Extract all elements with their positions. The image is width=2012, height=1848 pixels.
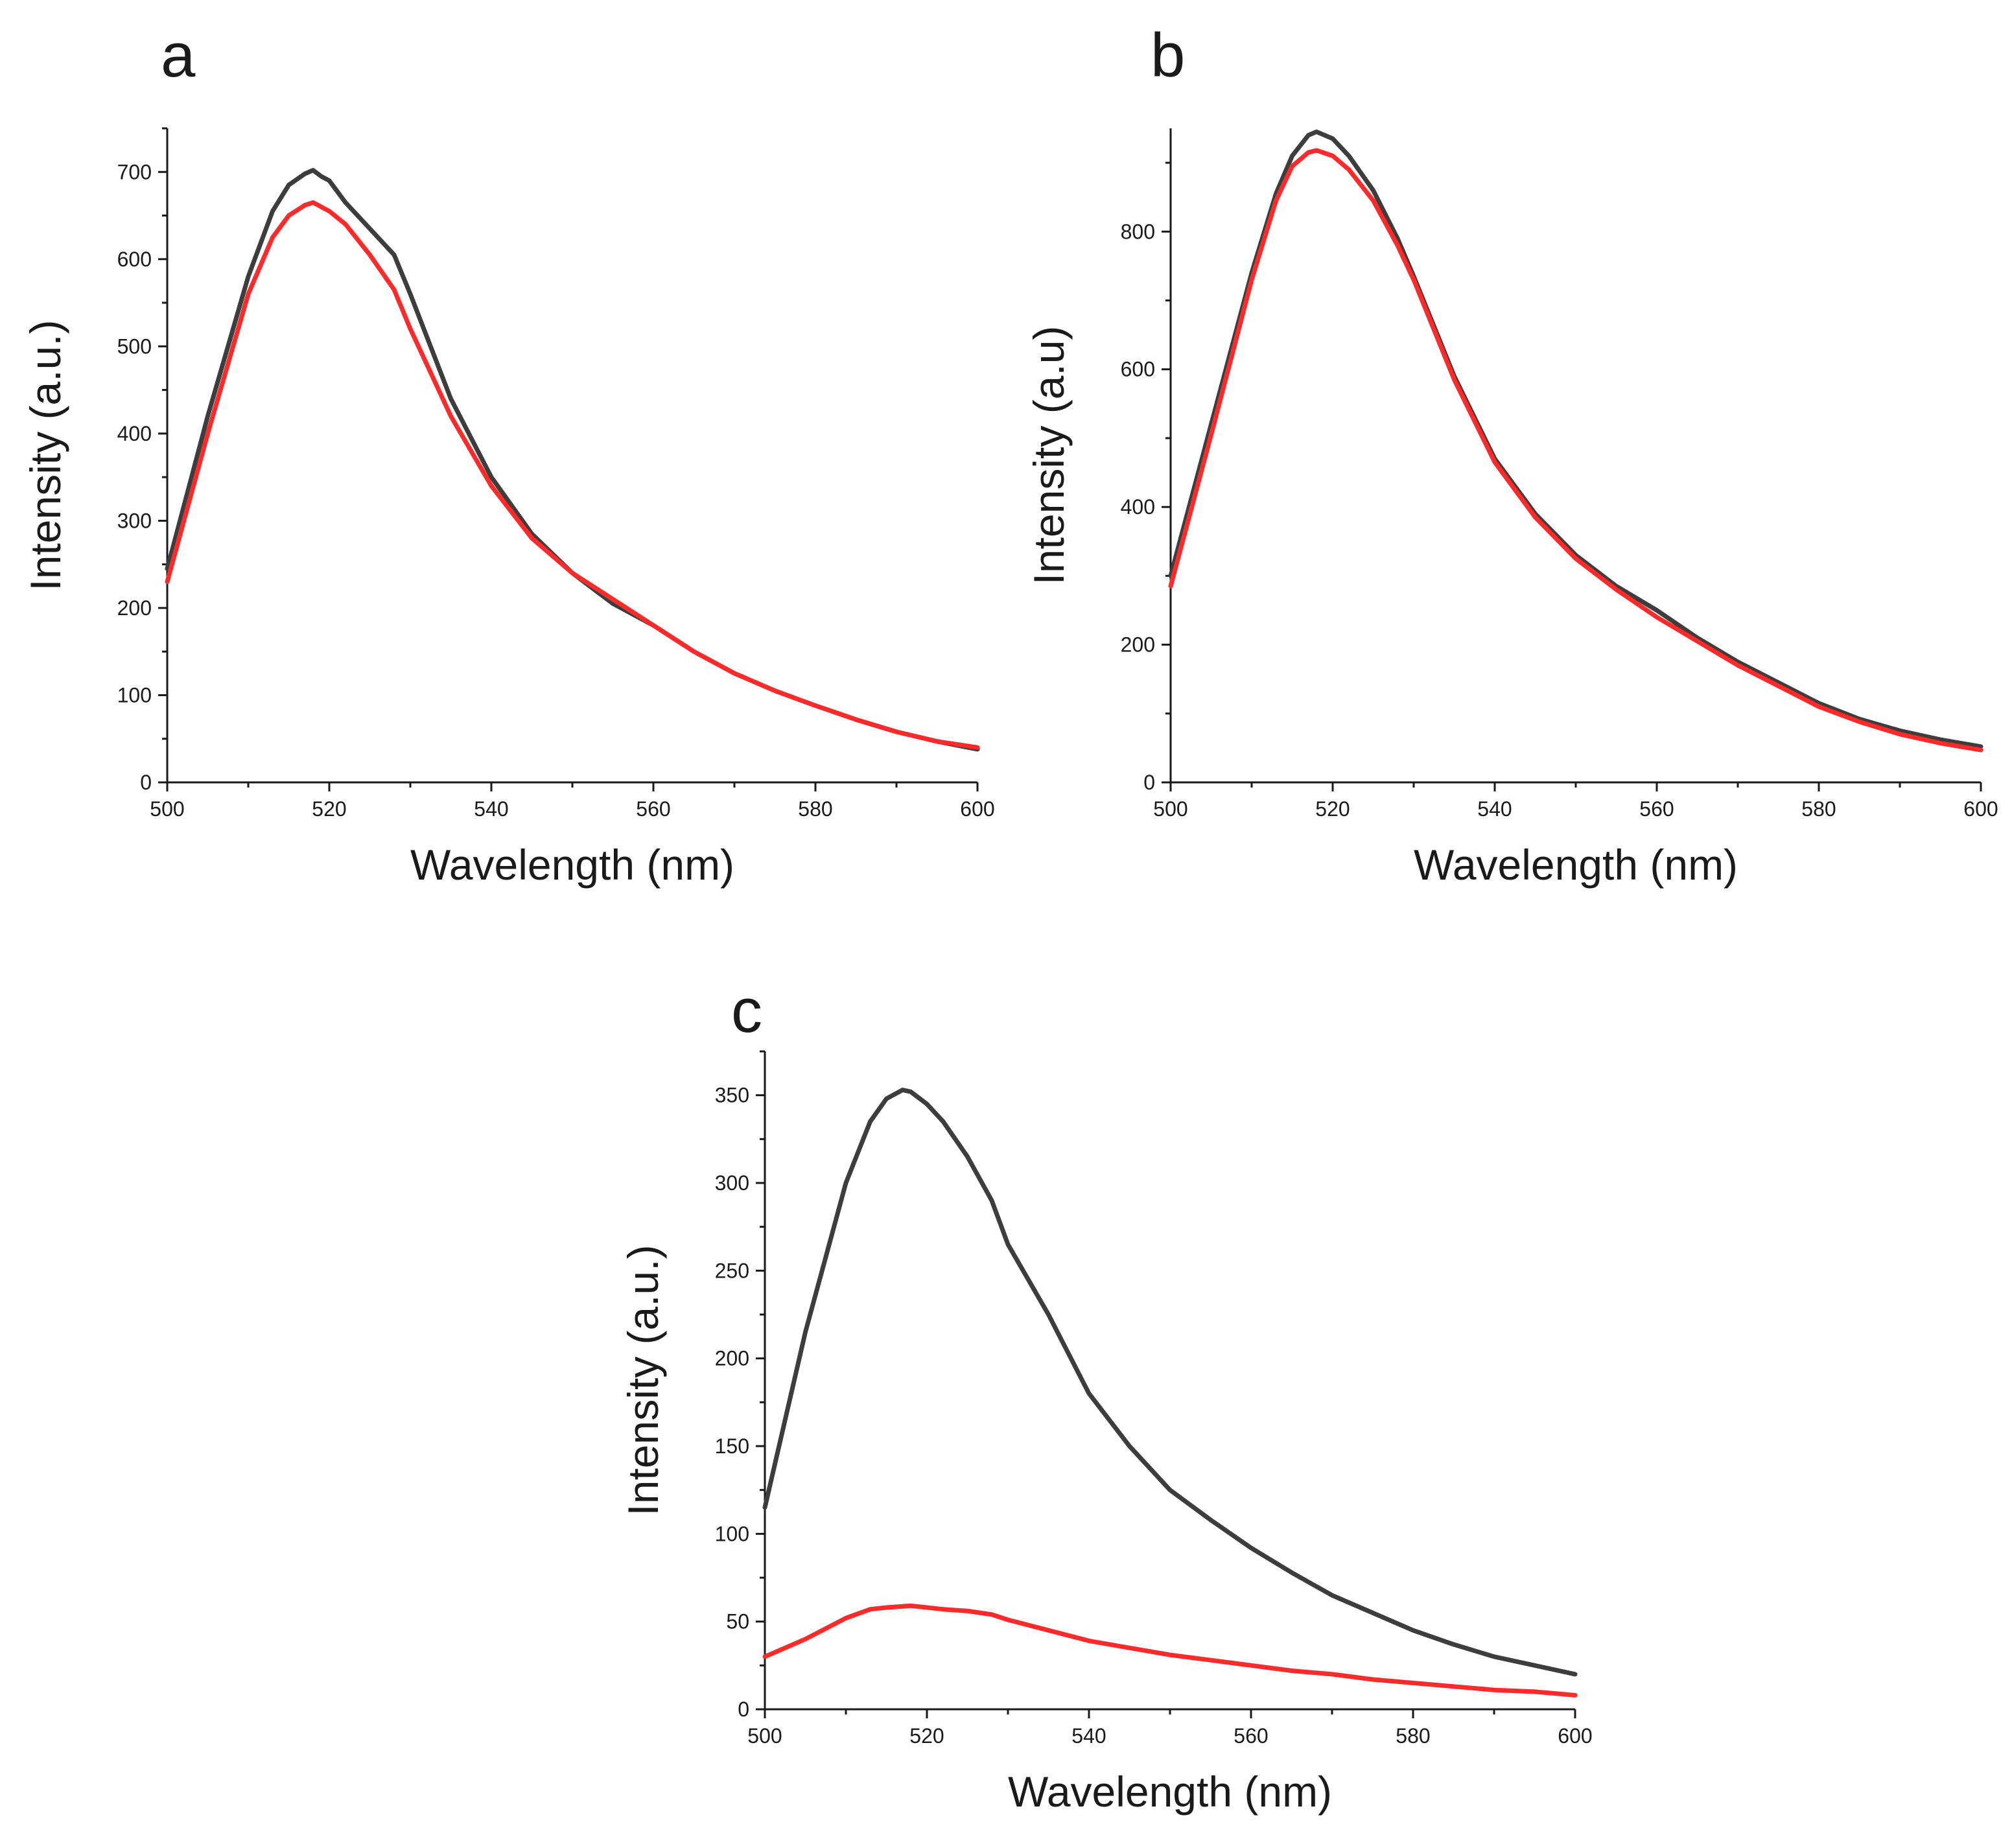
panel-a-x-tick-label: 500 bbox=[150, 797, 184, 821]
panel-b-y-tick-label: 400 bbox=[1121, 495, 1155, 519]
panel-c-series-dark-line bbox=[762, 1088, 1578, 1677]
panel-a-x-tick-label: 600 bbox=[960, 797, 994, 821]
panel-b-x-tick-label: 580 bbox=[1801, 797, 1836, 821]
panel-a-y-tick-label: 500 bbox=[117, 334, 152, 358]
panel-b-x-tick-label: 540 bbox=[1477, 797, 1512, 821]
panel-a-label: a bbox=[161, 21, 196, 90]
panel-a-series-dark-line bbox=[165, 168, 980, 752]
panel-b-series-red-line bbox=[1168, 148, 1983, 753]
panel-a-plot: 500 520 540 560 580 600 0 100 200 300 400 500 600 700… bbox=[21, 127, 995, 889]
panel-a-y-tick-label: 300 bbox=[117, 509, 152, 532]
panel-c-label: c bbox=[731, 976, 762, 1046]
panel-c-y-tick-label: 150 bbox=[715, 1434, 749, 1458]
panel-c-x-tick-label: 580 bbox=[1396, 1724, 1430, 1748]
panel-a-y-tick-label: 600 bbox=[117, 248, 152, 271]
panel-c-x-tick-label: 560 bbox=[1234, 1724, 1268, 1748]
panel-b-plot: 500 520 540 560 580 600 0 200 400 600 800 Wavelengt… bbox=[1025, 128, 1998, 889]
panel-a-y-tick-label: 0 bbox=[140, 771, 152, 794]
panel-b-y-tick-label: 200 bbox=[1121, 633, 1155, 657]
panel-a-y-axis-title: Intensity (a.u.) bbox=[21, 320, 69, 591]
panel-c: c 500 520 540 560 580 600 0 50 100 150 200 250 300 35… bbox=[619, 976, 1593, 1816]
panel-b-x-tick-label: 560 bbox=[1639, 797, 1674, 821]
panel-c-y-axis-title: Intensity (a.u.) bbox=[619, 1245, 667, 1515]
panel-a: a 500 520 540 560 580 600 0 100 200 300 400 500 600 7… bbox=[21, 21, 995, 889]
panel-a-x-axis-title: Wavelength (nm) bbox=[410, 841, 734, 889]
panel-b: b 500 520 540 560 580 600 0 200 400 600 800 Wavelen… bbox=[1025, 21, 1998, 889]
panel-c-x-axis-title: Wavelength (nm) bbox=[1008, 1768, 1332, 1816]
panel-c-x-tick-label: 500 bbox=[747, 1724, 782, 1748]
panel-b-y-tick-label: 0 bbox=[1143, 771, 1155, 794]
panel-b-y-tick-label: 600 bbox=[1121, 358, 1155, 381]
panel-a-y-tick-label: 400 bbox=[117, 422, 152, 445]
panel-c-y-tick-label: 0 bbox=[738, 1698, 749, 1721]
panel-b-x-axis-title: Wavelength (nm) bbox=[1414, 841, 1738, 889]
panel-c-series-red-line bbox=[762, 1603, 1578, 1698]
panel-a-y-tick-label: 700 bbox=[117, 160, 152, 183]
panel-a-series-red-line bbox=[165, 200, 980, 750]
panel-a-y-tick-label: 100 bbox=[117, 683, 152, 707]
panel-a-x-tick-label: 580 bbox=[798, 797, 832, 821]
panel-c-y-tick-label: 350 bbox=[715, 1084, 749, 1107]
panel-b-x-tick-label: 600 bbox=[1963, 797, 1998, 821]
panel-a-y-tick-label: 200 bbox=[117, 596, 152, 620]
panel-a-x-tick-label: 560 bbox=[636, 797, 670, 821]
panel-c-plot: 500 520 540 560 580 600 0 50 100 150 200 250 300 350 W… bbox=[619, 1050, 1593, 1816]
panel-c-y-tick-label: 50 bbox=[726, 1610, 749, 1633]
panel-a-x-tick-label: 520 bbox=[312, 797, 346, 821]
panel-b-x-tick-label: 520 bbox=[1315, 797, 1350, 821]
panel-a-x-tick-label: 540 bbox=[474, 797, 508, 821]
panel-b-label: b bbox=[1151, 21, 1185, 90]
panel-c-x-tick-label: 600 bbox=[1558, 1724, 1592, 1748]
panel-c-x-tick-label: 520 bbox=[909, 1724, 944, 1748]
panel-b-x-tick-label: 500 bbox=[1153, 797, 1187, 821]
panel-c-y-tick-label: 250 bbox=[715, 1259, 749, 1282]
panel-b-series-dark-line bbox=[1168, 129, 1983, 749]
panel-c-y-tick-label: 200 bbox=[715, 1347, 749, 1370]
panel-c-y-tick-label: 300 bbox=[715, 1171, 749, 1195]
panel-c-y-tick-label: 100 bbox=[715, 1522, 749, 1545]
panel-b-y-axis-title: Intensity (a.u) bbox=[1025, 326, 1073, 585]
panel-c-x-tick-label: 540 bbox=[1071, 1724, 1106, 1748]
panel-b-y-tick-label: 800 bbox=[1121, 220, 1155, 243]
